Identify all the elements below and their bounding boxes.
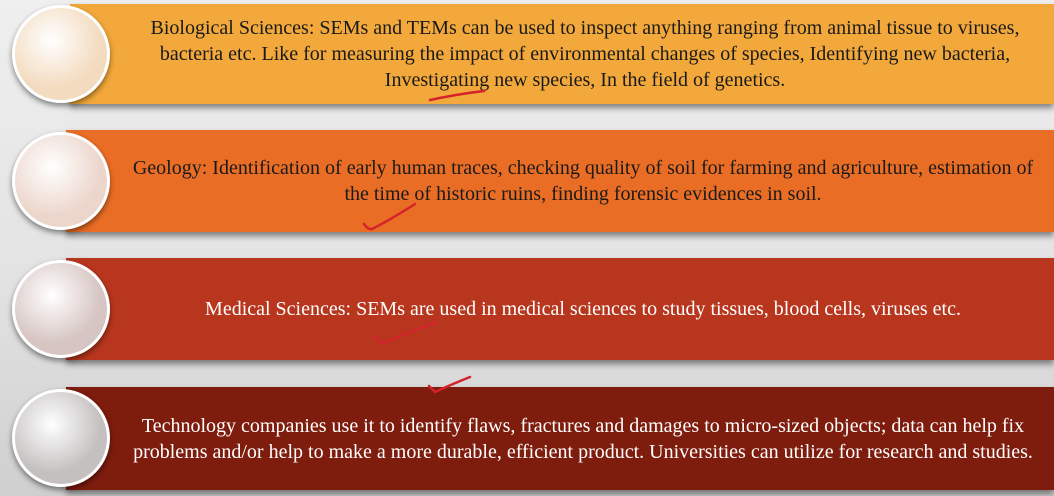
- list-item-medical-sciences: Medical Sciences: SEMs are used in medic…: [0, 258, 1054, 360]
- bullet-circle: [12, 389, 110, 487]
- bullet-circle: [12, 132, 110, 230]
- checkmark-annotation: [362, 202, 417, 231]
- item-bar: Biological Sciences: SEMs and TEMs can b…: [70, 4, 1054, 104]
- item-text: Geology: Identification of early human t…: [132, 157, 1034, 205]
- list-item-technology: Technology companies use it to identify …: [0, 387, 1054, 490]
- list-item-biological-sciences: Biological Sciences: SEMs and TEMs can b…: [0, 4, 1054, 104]
- checkmark-annotation: [427, 375, 472, 394]
- checkmark-annotation: [372, 320, 438, 344]
- list-item-geology: Geology: Identification of early human t…: [0, 130, 1054, 232]
- item-text: Biological Sciences: SEMs and TEMs can b…: [150, 17, 1020, 91]
- item-text: Medical Sciences: SEMs are used in medic…: [205, 298, 961, 320]
- underline-annotation: [428, 89, 486, 102]
- item-bar: Geology: Identification of early human t…: [66, 130, 1054, 232]
- item-bar: Technology companies use it to identify …: [66, 387, 1054, 490]
- bullet-circle: [12, 5, 110, 103]
- item-text: Technology companies use it to identify …: [133, 414, 1033, 463]
- item-bar: Medical Sciences: SEMs are used in medic…: [66, 258, 1054, 360]
- bullet-circle: [12, 260, 110, 358]
